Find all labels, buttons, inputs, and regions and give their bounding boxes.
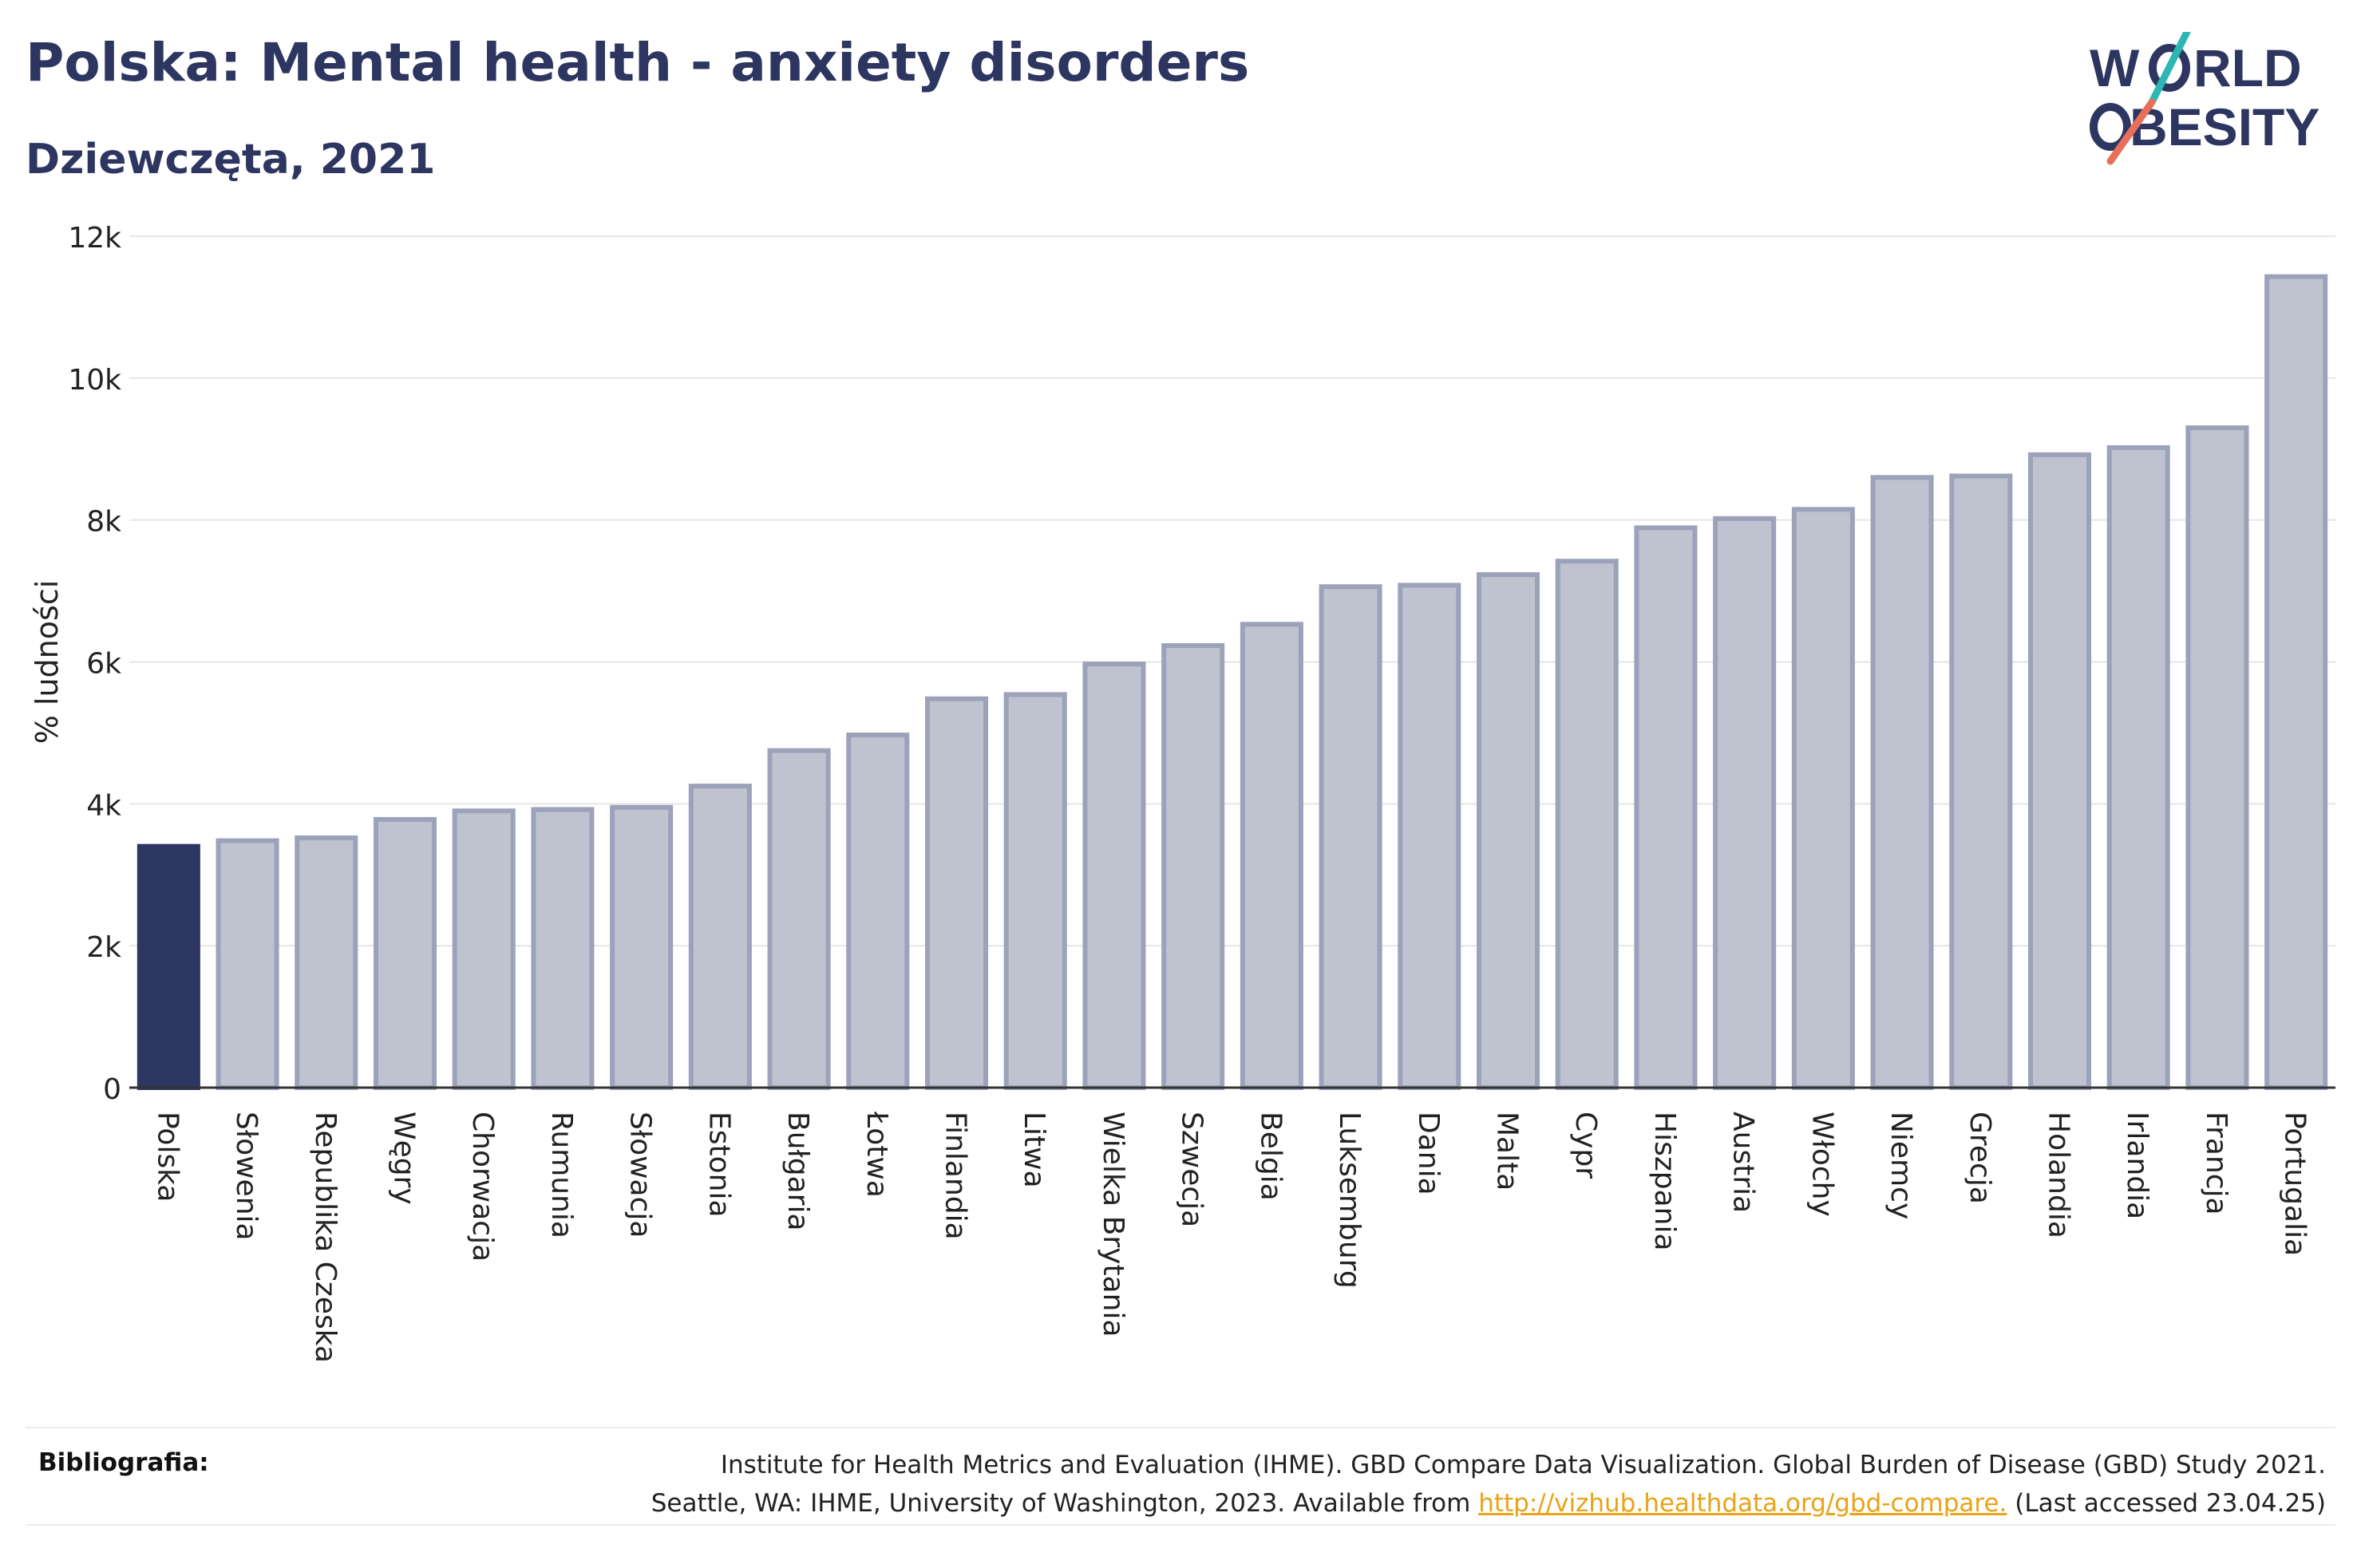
x-tick-label: Hiszpania	[1648, 1112, 1681, 1251]
x-tick-label: Francja	[2200, 1112, 2232, 1215]
x-tick-label: Włochy	[1805, 1112, 1838, 1217]
bar-4	[373, 816, 437, 1091]
bar-14	[1161, 643, 1225, 1090]
x-tick-label: Grecja	[1964, 1112, 1996, 1204]
y-axis-ticks: 0 2k 4k 6k 8k 10k 12k	[68, 222, 121, 1106]
svg-text:BESITY: BESITY	[2130, 97, 2319, 156]
bar-25	[2027, 452, 2092, 1090]
bar-chart: 0 2k 4k 6k 8k 10k 12k Polska Słowenia Republika …	[30, 222, 2335, 1363]
bar-23	[1870, 475, 1934, 1090]
bar-17	[1398, 583, 1461, 1090]
bar-24	[1949, 473, 2013, 1090]
x-tick-label: Austria	[1727, 1112, 1760, 1213]
bar-19	[1555, 559, 1619, 1090]
x-tick-label: Malta	[1491, 1112, 1524, 1191]
x-tick-label: Republika Czeska	[309, 1112, 342, 1363]
x-tick-label: Cypr	[1569, 1112, 1602, 1179]
bibliography-line-2: Seattle, WA: IHME, University of Washing…	[651, 1484, 2326, 1523]
bar-7	[610, 804, 674, 1090]
bar-5	[452, 808, 516, 1090]
bar-13	[1082, 662, 1146, 1090]
x-tick-label: Łotwa	[860, 1111, 893, 1198]
bar-15	[1240, 622, 1303, 1090]
x-tick-label: Portugalia	[2279, 1112, 2312, 1256]
bibliography-line-2-start: Seattle, WA: IHME, University of Washing…	[651, 1489, 1479, 1518]
x-tick-label: Irlandia	[2121, 1112, 2153, 1219]
x-tick-label: Niemcy	[1884, 1112, 1917, 1219]
x-tick-label: Litwa	[1018, 1112, 1050, 1188]
bar-11	[924, 696, 989, 1091]
bibliography-line-2-end: (Last accessed 23.04.25)	[2007, 1489, 2326, 1518]
bar-21	[1713, 515, 1777, 1090]
x-tick-label: Dania	[1412, 1112, 1445, 1195]
world-obesity-logo: W RLD BESITY	[2090, 32, 2319, 165]
y-tick-label: 6k	[86, 648, 121, 681]
x-tick-label: Słowenia	[230, 1112, 263, 1241]
bibliography-text: Institute for Health Metrics and Evaluat…	[651, 1446, 2326, 1523]
x-tick-label: Luksemburg	[1333, 1112, 1366, 1289]
bar-28	[2264, 274, 2328, 1090]
bars	[136, 274, 2328, 1091]
bibliography-top-divider	[26, 1427, 2335, 1428]
x-tick-label: Chorwacja	[466, 1112, 499, 1262]
bar-16	[1319, 584, 1382, 1090]
bibliography-label: Bibliografia:	[38, 1448, 209, 1477]
x-tick-label: Belgia	[1254, 1112, 1287, 1201]
bar-2	[216, 838, 279, 1090]
x-tick-label: Bułgaria	[781, 1112, 814, 1231]
chart-title: Polska: Mental health - anxiety disorder…	[26, 32, 1250, 93]
svg-text:RLD: RLD	[2193, 38, 2302, 97]
x-tick-label: Holandia	[2043, 1112, 2075, 1238]
svg-text:W: W	[2090, 38, 2140, 97]
bar-27	[2185, 425, 2249, 1090]
bar-1	[136, 843, 200, 1091]
x-tick-label: Finlandia	[939, 1112, 972, 1240]
y-tick-label: 8k	[86, 506, 121, 539]
bibliography-link[interactable]: http://vizhub.healthdata.org/gbd-compare…	[1478, 1489, 2007, 1518]
bibliography-line-1: Institute for Health Metrics and Evaluat…	[720, 1451, 2326, 1479]
y-tick-label: 2k	[86, 931, 121, 964]
bar-8	[688, 784, 752, 1091]
x-tick-label: Estonia	[702, 1112, 735, 1218]
y-axis-label: % ludności	[30, 580, 65, 745]
bar-20	[1634, 525, 1698, 1090]
x-tick-label: Węgry	[388, 1112, 421, 1205]
bibliography-bottom-divider	[26, 1524, 2335, 1526]
x-tick-label: Polska	[151, 1112, 184, 1202]
bar-12	[1003, 692, 1067, 1090]
y-tick-label: 0	[103, 1073, 121, 1106]
bar-6	[531, 807, 595, 1090]
bar-9	[767, 748, 831, 1090]
y-tick-label: 10k	[68, 364, 121, 397]
bar-10	[846, 733, 910, 1090]
bar-18	[1476, 572, 1540, 1090]
y-tick-label: 12k	[68, 222, 121, 255]
x-tick-label: Słowacja	[624, 1112, 657, 1238]
bar-26	[2106, 444, 2170, 1090]
y-tick-label: 4k	[86, 789, 121, 822]
chart-subtitle: Dziewczęta, 2021	[26, 136, 436, 184]
bar-3	[295, 835, 358, 1090]
bar-22	[1791, 507, 1855, 1090]
x-tick-label: Szwecja	[1176, 1112, 1208, 1227]
x-axis-ticks: Polska Słowenia Republika Czeska Węgry Chorw…	[151, 1111, 2311, 1363]
x-tick-label: Wielka Brytania	[1097, 1112, 1129, 1337]
x-tick-label: Rumunia	[545, 1112, 578, 1238]
